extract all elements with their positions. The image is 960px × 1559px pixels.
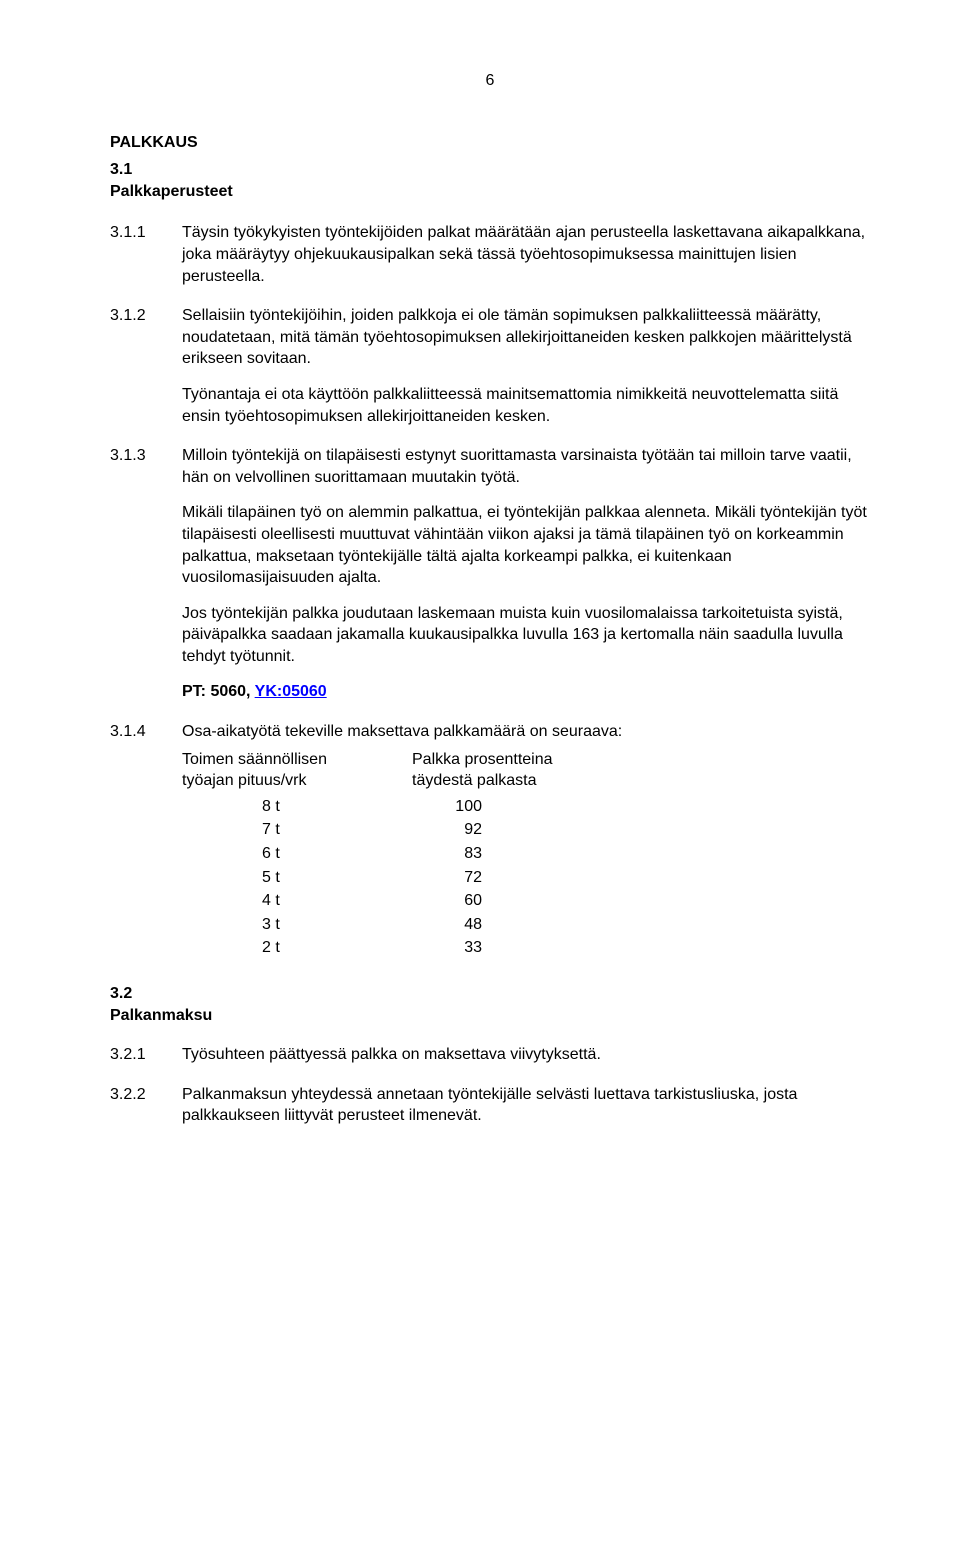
clause-3-2-1: 3.2.1 Työsuhteen päättyessä palkka on ma… [110, 1044, 870, 1066]
clause-3-1-1: 3.1.1 Täysin työkykyisten työntekijöiden… [110, 222, 870, 287]
table-head-col1-line1: Toimen säännöllisen [182, 749, 412, 771]
table-row: 3 t48 [182, 914, 482, 938]
clause-3-1-4: 3.1.4 Osa-aikatyötä tekeville maksettava… [110, 721, 870, 743]
clause-number: 3.1.3 [110, 445, 182, 703]
clause-number: 3.2.2 [110, 1084, 182, 1127]
percent-cell: 72 [412, 867, 482, 891]
table-row: 5 t72 [182, 867, 482, 891]
page-number: 6 [110, 70, 870, 92]
heading-3-2-num: 3.2 [110, 983, 870, 1005]
clause-text: Mikäli tilapäinen työ on alemmin palkatt… [182, 502, 870, 588]
heading-palkkaus: PALKKAUS [110, 132, 870, 154]
clause-3-1-2: 3.1.2 Sellaisiin työntekijöihin, joiden … [110, 305, 870, 427]
hours-cell: 2 t [182, 937, 412, 961]
clause-3-1-3: 3.1.3 Milloin työntekijä on tilapäisesti… [110, 445, 870, 703]
clause-text: Työnantaja ei ota käyttöön palkkaliittee… [182, 384, 870, 427]
clause-number: 3.1.1 [110, 222, 182, 287]
table-row: 6 t83 [182, 843, 482, 867]
table-head-col2-line1: Palkka prosentteina [412, 749, 870, 771]
table-head-col1-line2: työajan pituus/vrk [182, 770, 412, 792]
clause-text: Työsuhteen päättyessä palkka on maksetta… [182, 1044, 870, 1066]
hours-cell: 7 t [182, 819, 412, 843]
hours-table: 8 t1007 t926 t835 t724 t603 t482 t33 [182, 796, 482, 961]
percent-cell: 60 [412, 890, 482, 914]
clause-text: Milloin työntekijä on tilapäisesti estyn… [182, 445, 870, 488]
percent-cell: 100 [412, 796, 482, 820]
hours-cell: 8 t [182, 796, 412, 820]
clause-text: Jos työntekijän palkka joudutaan laskema… [182, 603, 870, 668]
clause-text: Täysin työkykyisten työntekijöiden palka… [182, 222, 870, 287]
pt-label: PT: 5060, [182, 683, 255, 700]
table-row: 2 t33 [182, 937, 482, 961]
table-row: 7 t92 [182, 819, 482, 843]
pt-yk-reference: PT: 5060, YK:05060 [182, 681, 870, 703]
percent-cell: 33 [412, 937, 482, 961]
clause-text: Sellaisiin työntekijöihin, joiden palkko… [182, 305, 870, 370]
hours-cell: 3 t [182, 914, 412, 938]
hours-cell: 6 t [182, 843, 412, 867]
clause-3-2-2: 3.2.2 Palkanmaksun yhteydessä annetaan t… [110, 1084, 870, 1127]
heading-3-2-label: Palkanmaksu [110, 1005, 870, 1027]
clause-text: Palkanmaksun yhteydessä annetaan työntek… [182, 1084, 870, 1127]
clause-number: 3.1.2 [110, 305, 182, 427]
heading-3-1-label: Palkkaperusteet [110, 181, 870, 203]
clause-number: 3.2.1 [110, 1044, 182, 1066]
hours-cell: 5 t [182, 867, 412, 891]
hours-table-block: Toimen säännöllisen työajan pituus/vrk P… [182, 749, 870, 961]
table-row: 8 t100 [182, 796, 482, 820]
table-header-row: Toimen säännöllisen työajan pituus/vrk P… [182, 749, 870, 792]
clause-number: 3.1.4 [110, 721, 182, 743]
heading-3-1-num: 3.1 [110, 159, 870, 181]
clause-text: Osa-aikatyötä tekeville maksettava palkk… [182, 721, 870, 743]
hours-cell: 4 t [182, 890, 412, 914]
percent-cell: 92 [412, 819, 482, 843]
yk-link[interactable]: YK:05060 [255, 683, 327, 700]
percent-cell: 48 [412, 914, 482, 938]
table-head-col2-line2: täydestä palkasta [412, 770, 870, 792]
percent-cell: 83 [412, 843, 482, 867]
table-row: 4 t60 [182, 890, 482, 914]
